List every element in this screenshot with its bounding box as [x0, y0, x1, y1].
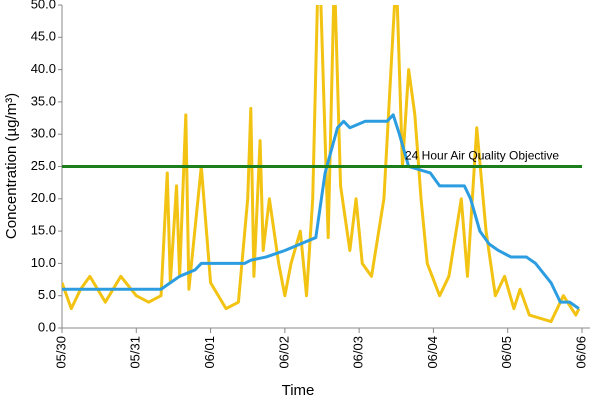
- x-tick-label: 05/31: [128, 336, 143, 369]
- x-tick-label: 06/04: [425, 336, 440, 369]
- y-tick-label: 25.0: [31, 158, 56, 173]
- y-tick-label: 0.0: [38, 319, 56, 334]
- y-tick-label: 50.0: [31, 0, 56, 11]
- x-tick-label: 05/30: [53, 336, 68, 369]
- x-tick-label: 06/06: [573, 336, 588, 369]
- reference-label: 24 Hour Air Quality Objective: [405, 149, 559, 163]
- y-tick-label: 30.0: [31, 126, 56, 141]
- y-tick-label: 20.0: [31, 190, 56, 205]
- y-tick-label: 5.0: [38, 287, 56, 302]
- x-axis-label: Time: [282, 382, 315, 399]
- y-tick-label: 35.0: [31, 93, 56, 108]
- x-tick-label: 06/01: [202, 336, 217, 369]
- y-tick-label: 15.0: [31, 223, 56, 238]
- y-tick-label: 10.0: [31, 255, 56, 270]
- y-tick-label: 40.0: [31, 61, 56, 76]
- x-tick-label: 06/02: [276, 336, 291, 369]
- x-tick-label: 06/03: [351, 336, 366, 369]
- x-tick-label: 06/05: [499, 336, 514, 369]
- series-line: [62, 113, 580, 310]
- y-tick-label: 45.0: [31, 29, 56, 44]
- y-axis-label: Concentration (µg/m³): [3, 93, 20, 239]
